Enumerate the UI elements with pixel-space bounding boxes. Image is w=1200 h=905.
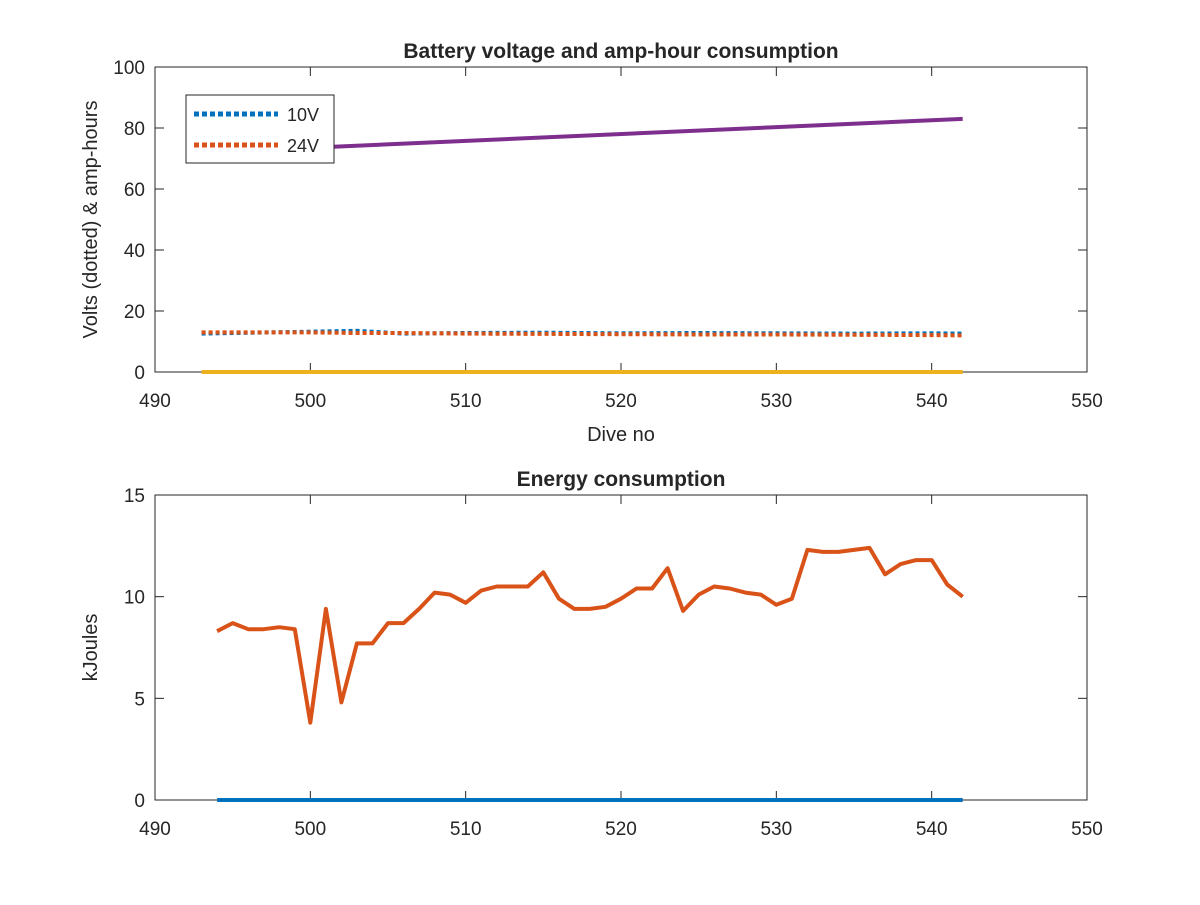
x-tick-label: 500 [294, 391, 326, 412]
legend: 10V 24V [185, 94, 335, 164]
y-tick-label: 80 [124, 119, 145, 140]
chart-1: 490 500 510 520 530 540 550 0 20 40 60 80 100 Battery… [80, 40, 1103, 446]
y-axis-label: kJoules [80, 614, 102, 682]
x-tick-label: 510 [450, 391, 482, 412]
y-tick-label: 10 [124, 588, 145, 609]
x-tick-label: 520 [605, 819, 637, 840]
x-axis-label: Dive no [587, 424, 655, 446]
x-tick-label: 500 [294, 819, 326, 840]
x-tick-label: 490 [139, 391, 171, 412]
x-tick-label: 520 [605, 391, 637, 412]
x-tick-label: 550 [1071, 819, 1103, 840]
x-tick-label: 550 [1071, 391, 1103, 412]
legend-label-10v: 10V [287, 105, 319, 125]
x-tick-label: 530 [760, 819, 792, 840]
y-tick-label: 5 [134, 689, 145, 710]
x-tick-label: 490 [139, 819, 171, 840]
y-tick-label: 60 [124, 180, 145, 201]
y-tick-label: 0 [134, 791, 145, 812]
y-axis-label: Volts (dotted) & amp-hours [80, 101, 102, 339]
legend-label-24v: 24V [287, 136, 319, 156]
series-24v-line [201, 330, 963, 338]
x-tick-label: 530 [760, 391, 792, 412]
chart-title: Energy consumption [517, 468, 726, 491]
series-4-line [310, 116, 963, 150]
x-tick-label: 540 [916, 819, 948, 840]
plot-area [154, 494, 1088, 801]
x-tick-label: 510 [450, 819, 482, 840]
y-tick-label: 15 [124, 486, 145, 507]
y-tick-label: 40 [124, 241, 145, 262]
series-2-line [216, 545, 964, 725]
chart-title: Battery voltage and amp-hour consumption [403, 40, 838, 63]
legend-box [185, 94, 335, 164]
y-tick-label: 20 [124, 302, 145, 323]
x-tick-label: 540 [916, 391, 948, 412]
y-tick-label: 100 [113, 58, 145, 79]
y-tick-label: 0 [134, 363, 145, 384]
